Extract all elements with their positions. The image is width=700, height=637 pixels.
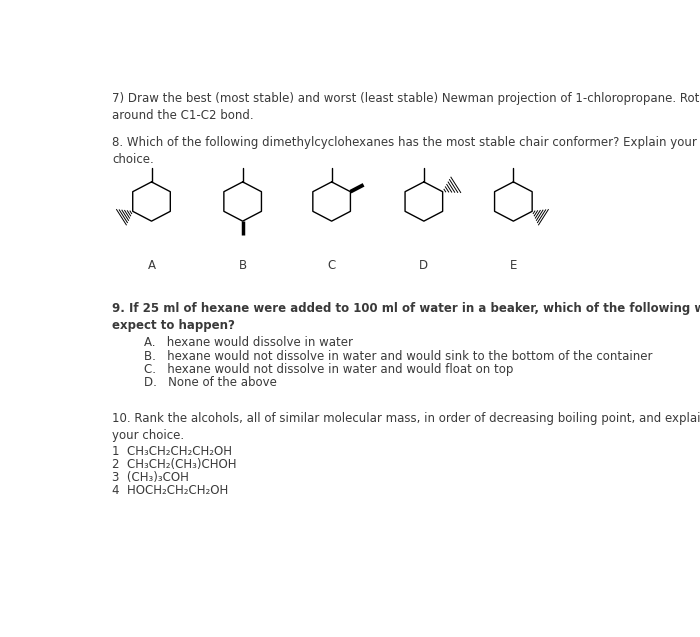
Text: 3  (CH₃)₃COH: 3 (CH₃)₃COH — [112, 471, 189, 483]
Text: 9. If 25 ml of hexane were added to 100 ml of water in a beaker, which of the fo: 9. If 25 ml of hexane were added to 100 … — [112, 302, 700, 332]
Text: A.   hexane would dissolve in water: A. hexane would dissolve in water — [144, 336, 354, 350]
Text: 1  CH₃CH₂CH₂CH₂OH: 1 CH₃CH₂CH₂CH₂OH — [112, 445, 232, 458]
Text: C.   hexane would not dissolve in water and would float on top: C. hexane would not dissolve in water an… — [144, 363, 514, 376]
Text: D: D — [419, 259, 428, 272]
Text: D.   None of the above: D. None of the above — [144, 376, 277, 389]
Text: B: B — [239, 259, 246, 272]
Text: 7) Draw the best (most stable) and worst (least stable) Newman projection of 1-c: 7) Draw the best (most stable) and worst… — [112, 92, 700, 122]
Text: 10. Rank the alcohols, all of similar molecular mass, in order of decreasing boi: 10. Rank the alcohols, all of similar mo… — [112, 412, 700, 443]
Text: B.   hexane would not dissolve in water and would sink to the bottom of the cont: B. hexane would not dissolve in water an… — [144, 350, 653, 362]
Text: C: C — [328, 259, 336, 272]
Text: A: A — [148, 259, 155, 272]
Text: E: E — [510, 259, 517, 272]
Text: 8. Which of the following dimethylcyclohexanes has the most stable chair conform: 8. Which of the following dimethylcycloh… — [112, 136, 696, 166]
Text: 2  CH₃CH₂(CH₃)CHOH: 2 CH₃CH₂(CH₃)CHOH — [112, 458, 237, 471]
Text: 4  HOCH₂CH₂CH₂OH: 4 HOCH₂CH₂CH₂OH — [112, 483, 228, 497]
